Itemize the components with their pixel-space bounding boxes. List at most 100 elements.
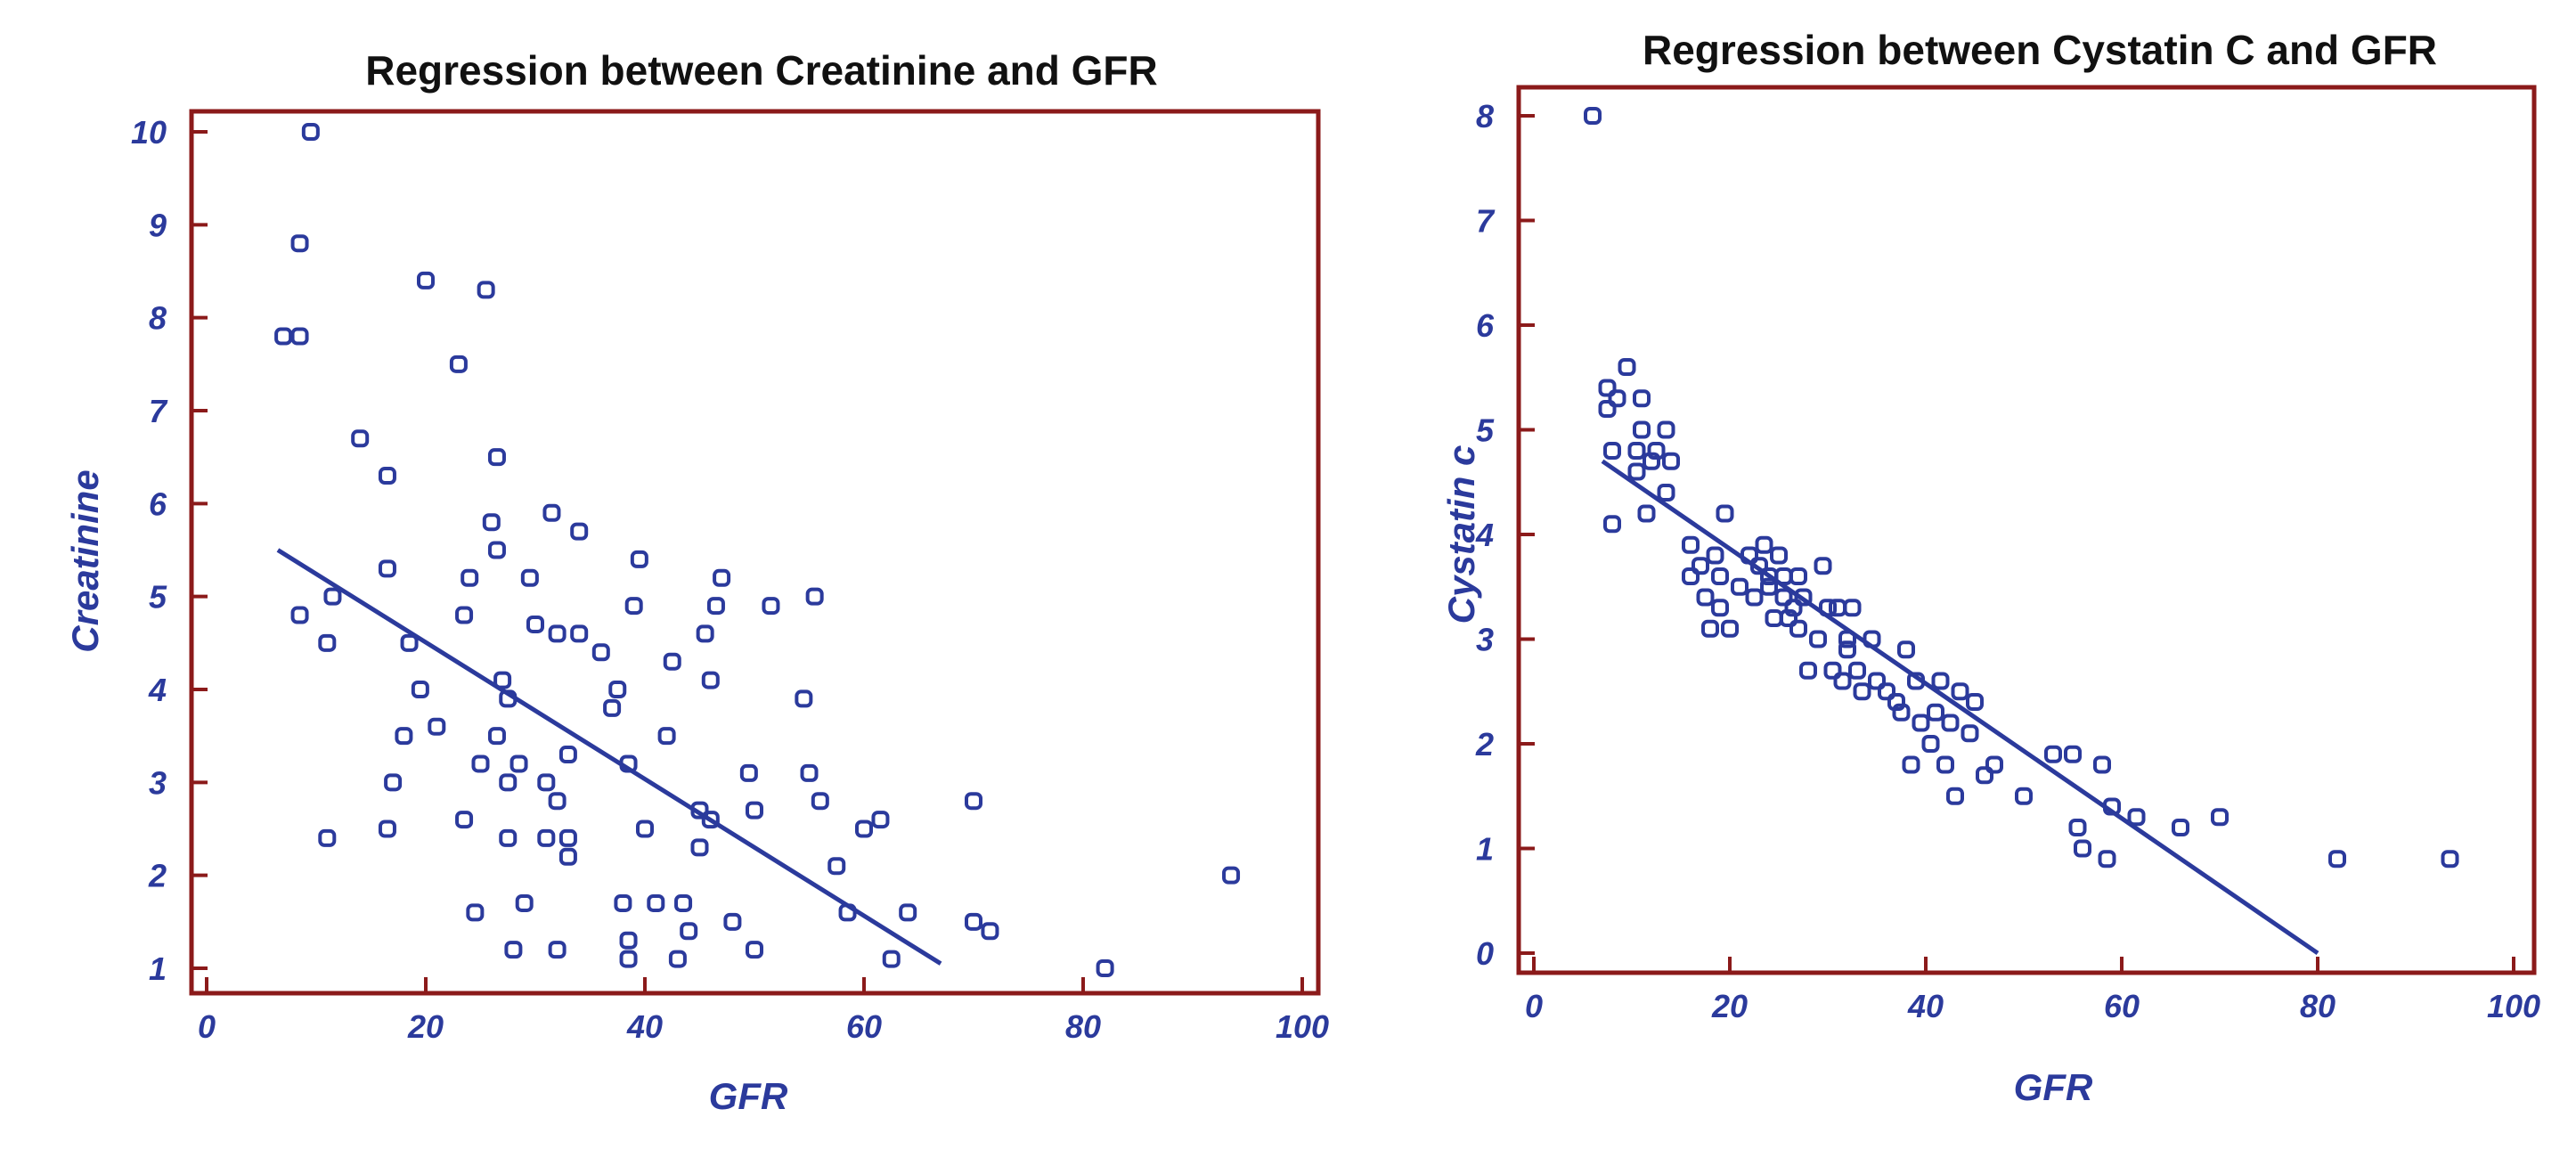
- y-tick-label: 10: [131, 114, 167, 151]
- data-point: [1912, 714, 1930, 732]
- data-point: [1603, 442, 1621, 460]
- data-point: [603, 698, 622, 717]
- data-point: [1584, 107, 1602, 125]
- data-point: [2127, 808, 2146, 827]
- data-point: [701, 671, 720, 689]
- data-point: [290, 606, 309, 624]
- data-point: [2441, 850, 2459, 868]
- data-point: [1878, 682, 1895, 701]
- data-point: [838, 903, 857, 922]
- data-point: [515, 893, 534, 912]
- y-tick-label: 8: [149, 300, 167, 337]
- data-point: [1868, 672, 1886, 690]
- x-tick-label: 0: [1525, 988, 1543, 1024]
- data-point: [411, 681, 429, 698]
- data-point: [1603, 515, 1621, 534]
- regression-line: [276, 548, 942, 966]
- data-point: [1829, 599, 1846, 617]
- data-point: [1819, 599, 1837, 617]
- data-point: [2064, 745, 2082, 763]
- data-point: [690, 801, 709, 820]
- data-point: [1789, 619, 1807, 638]
- data-point: [537, 773, 556, 792]
- data-point: [1637, 504, 1656, 523]
- data-point: [1838, 640, 1856, 659]
- y-tick-label: 7: [1476, 203, 1496, 240]
- data-point: [981, 922, 999, 941]
- data-point: [378, 467, 396, 485]
- y-tick-label: 2: [1475, 726, 1494, 762]
- data-point: [2074, 839, 2091, 858]
- plot-frame: [189, 109, 1321, 996]
- x-tick-label: 40: [1907, 988, 1944, 1024]
- data-point: [1902, 755, 1920, 774]
- data-point: [482, 513, 501, 532]
- regression-line: [1601, 459, 2319, 956]
- data-point: [619, 950, 638, 968]
- data-point: [1853, 682, 1871, 701]
- data-point: [965, 912, 982, 931]
- data-point: [805, 587, 824, 606]
- data-point: [1941, 714, 1960, 732]
- data-point: [384, 773, 403, 792]
- data-point: [449, 355, 468, 373]
- data-point: [1682, 567, 1700, 585]
- data-point: [520, 568, 539, 587]
- data-point: [1643, 452, 1660, 470]
- y-axis-label: Cystatin c: [1440, 445, 1482, 624]
- data-point: [795, 689, 813, 708]
- data-point: [1716, 504, 1734, 523]
- data-point: [455, 606, 474, 624]
- data-point: [1848, 661, 1866, 680]
- data-point: [1907, 672, 1925, 690]
- data-point: [274, 327, 293, 346]
- data-point: [1931, 672, 1950, 690]
- data-point: [713, 568, 731, 587]
- y-tick-label: 6: [1476, 307, 1495, 344]
- data-point: [548, 941, 567, 959]
- data-point: [417, 271, 435, 290]
- data-point: [800, 763, 819, 782]
- data-point: [1921, 735, 1940, 753]
- plot-frame: [1516, 85, 2537, 975]
- data-point: [471, 754, 490, 773]
- data-point: [504, 941, 523, 959]
- data-point: [1770, 546, 1788, 565]
- y-tick-label: 5: [1476, 412, 1495, 449]
- data-point: [1701, 619, 1719, 638]
- data-point: [706, 597, 725, 616]
- data-point: [395, 727, 413, 746]
- data-point: [2172, 819, 2189, 836]
- data-point: [657, 727, 676, 746]
- data-point: [1608, 389, 1626, 408]
- data-point: [499, 773, 518, 792]
- data-point: [608, 681, 627, 698]
- y-tick-label: 3: [149, 764, 167, 801]
- x-tick-label: 100: [2487, 988, 2540, 1024]
- data-point: [461, 568, 479, 587]
- data-point: [487, 448, 506, 467]
- data-point: [1755, 535, 1773, 554]
- data-point: [690, 838, 709, 857]
- data-point: [499, 828, 518, 847]
- data-point: [1618, 358, 1636, 376]
- data-point: [1833, 672, 1852, 690]
- data-point: [1946, 787, 1964, 805]
- data-point: [1927, 703, 1944, 722]
- data-point: [1951, 682, 1969, 701]
- data-point: [455, 811, 474, 829]
- data-point: [1892, 703, 1911, 722]
- data-point: [680, 922, 698, 941]
- data-point: [1706, 546, 1724, 565]
- data-point: [351, 429, 370, 448]
- data-point: [1682, 535, 1700, 554]
- data-point: [318, 828, 337, 847]
- data-point: [526, 615, 544, 633]
- data-point: [668, 950, 687, 968]
- data-point: [1814, 557, 1832, 575]
- y-tick-label: 2: [148, 858, 167, 894]
- data-point: [1711, 567, 1729, 585]
- data-point: [1789, 567, 1807, 585]
- data-point: [1750, 557, 1768, 575]
